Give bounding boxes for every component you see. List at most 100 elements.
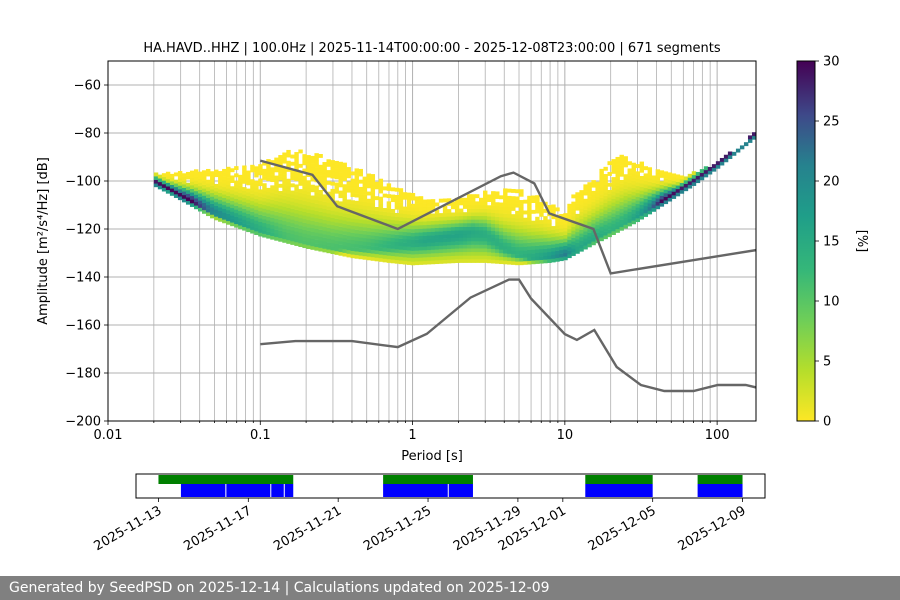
psd-cell bbox=[426, 231, 432, 236]
psd-cell bbox=[479, 215, 484, 220]
colorbar-tick-label: 20 bbox=[823, 175, 840, 190]
psd-cell bbox=[362, 237, 368, 242]
psd-cell bbox=[479, 248, 484, 253]
psd-cell bbox=[165, 178, 171, 183]
psd-cell bbox=[595, 196, 600, 200]
psd-cell bbox=[639, 165, 644, 170]
psd-cell bbox=[222, 186, 227, 191]
psd-cell bbox=[675, 185, 681, 190]
psd-cell bbox=[535, 198, 540, 203]
psd-cell bbox=[350, 214, 355, 219]
psd-cell bbox=[350, 193, 355, 197]
psd-cell bbox=[631, 191, 636, 196]
psd-cell bbox=[515, 218, 520, 222]
psd-cell bbox=[294, 238, 299, 243]
psd-cell bbox=[426, 228, 432, 233]
psd-cell bbox=[442, 216, 448, 221]
psd-cell bbox=[322, 172, 327, 177]
psd-cell bbox=[430, 227, 436, 232]
psd-cell bbox=[306, 201, 311, 206]
psd-cell bbox=[483, 233, 488, 238]
psd-cell bbox=[278, 169, 283, 174]
psd-cell bbox=[559, 221, 564, 226]
psd-cell bbox=[378, 257, 384, 262]
psd-cell bbox=[643, 180, 649, 185]
psd-cell bbox=[398, 209, 404, 214]
psd-cell bbox=[346, 188, 351, 193]
psd-cell bbox=[495, 238, 500, 243]
psd-cell bbox=[547, 233, 552, 238]
psd-cell bbox=[543, 230, 548, 235]
psd-cell bbox=[511, 250, 516, 255]
psd-cell bbox=[487, 208, 492, 213]
psd-cell bbox=[511, 235, 516, 240]
psd-cell bbox=[298, 214, 303, 219]
psd-cell bbox=[483, 197, 488, 202]
psd-cell bbox=[354, 247, 359, 252]
y-axis: −200−180−160−140−120−100−80−60 bbox=[65, 79, 108, 430]
available-data-bar bbox=[585, 475, 653, 484]
psd-cell bbox=[346, 224, 351, 229]
psd-cell bbox=[643, 213, 649, 217]
psd-cell bbox=[507, 206, 512, 211]
psd-cell bbox=[298, 221, 303, 226]
psd-cell bbox=[334, 218, 339, 223]
psd-cell bbox=[707, 170, 713, 175]
psd-cell bbox=[278, 191, 283, 195]
psd-cell bbox=[495, 241, 500, 246]
psd-cell bbox=[318, 153, 323, 158]
psd-cell bbox=[366, 209, 372, 214]
psd-cell bbox=[607, 182, 612, 187]
psd-cell bbox=[627, 208, 632, 212]
psd-cell bbox=[446, 241, 452, 246]
psd-cell bbox=[282, 166, 287, 171]
psd-cell bbox=[270, 203, 275, 208]
psd-cell bbox=[587, 218, 592, 223]
psd-cell bbox=[370, 174, 376, 178]
psd-cell bbox=[519, 243, 524, 248]
psd-cell bbox=[527, 210, 532, 215]
psd-cell bbox=[551, 258, 556, 263]
psd-cell bbox=[262, 186, 267, 191]
psd-cell bbox=[410, 257, 416, 262]
psd-cell bbox=[615, 160, 620, 165]
psd-cell bbox=[679, 189, 685, 194]
psd-cell bbox=[547, 205, 552, 209]
psd-cell bbox=[458, 219, 464, 224]
psd-cell bbox=[314, 239, 319, 244]
psd-cell bbox=[599, 176, 604, 180]
psd-cell bbox=[286, 182, 291, 187]
psd-cell bbox=[206, 190, 211, 195]
psd-cell bbox=[430, 253, 436, 258]
psd-cell bbox=[647, 199, 653, 204]
psd-cell bbox=[523, 239, 528, 244]
psd-cell bbox=[587, 236, 592, 241]
psd-cell bbox=[683, 187, 689, 192]
psd-cell bbox=[322, 208, 327, 213]
psd-cell bbox=[591, 198, 596, 203]
psd-cell bbox=[382, 247, 388, 252]
x-axis: 0.01 0.1 1 10 100 bbox=[94, 421, 730, 443]
psd-cell bbox=[571, 226, 576, 231]
psd-cell bbox=[382, 244, 388, 248]
psd-cell bbox=[515, 257, 520, 262]
psd-cell bbox=[270, 160, 275, 165]
psd-cell bbox=[286, 218, 291, 223]
psd-cell bbox=[595, 210, 600, 215]
psd-cell bbox=[306, 205, 311, 210]
psd-cell bbox=[214, 191, 219, 196]
psd-cell bbox=[683, 183, 689, 188]
psd-cell bbox=[230, 189, 235, 194]
psd-cell bbox=[647, 203, 653, 208]
psd-cell bbox=[274, 186, 279, 191]
psd-cell bbox=[479, 219, 484, 224]
psd-cell bbox=[491, 259, 496, 264]
psd-cell bbox=[354, 254, 359, 259]
psd-cell bbox=[214, 194, 219, 199]
psd-cell bbox=[603, 228, 608, 232]
psd-cell bbox=[161, 173, 167, 178]
psd-cell bbox=[210, 210, 215, 215]
psd-cell bbox=[270, 217, 275, 222]
psd-cell bbox=[177, 171, 183, 175]
psd-cell bbox=[479, 237, 484, 242]
